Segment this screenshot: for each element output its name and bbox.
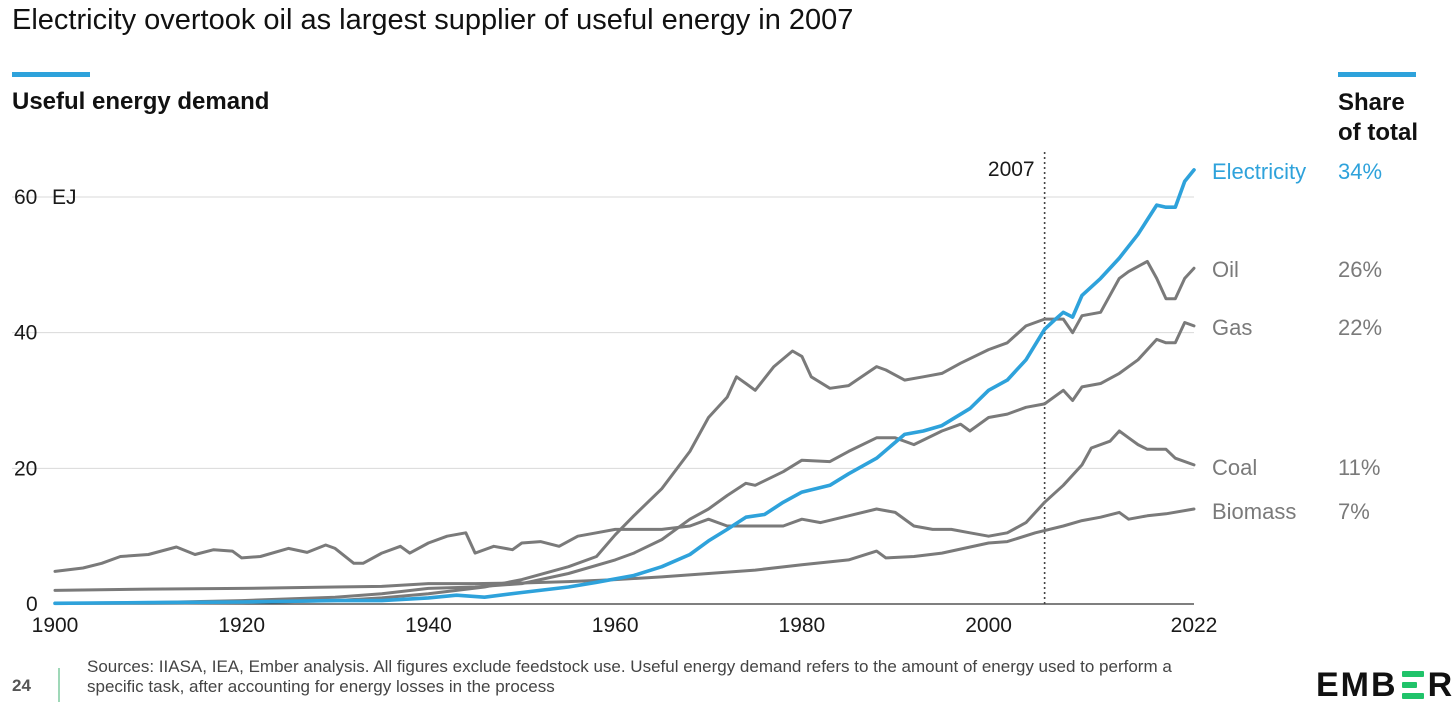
x-tick-label-2022: 2022	[1171, 614, 1218, 637]
series-label-oil: Oil	[1212, 257, 1239, 282]
x-tick-label-1900: 1900	[32, 614, 79, 637]
series-line-coal	[53, 429, 1196, 573]
ember-logo: EMB R	[1316, 667, 1454, 703]
share-column-title: Share of total	[1338, 88, 1418, 148]
series-share-electricity: 34%	[1338, 159, 1382, 184]
y-tick-label-20: 20	[14, 457, 37, 480]
y-tick-label-0: 0	[26, 593, 38, 616]
series-label-electricity: Electricity	[1212, 159, 1306, 184]
series-share-biomass: 7%	[1338, 499, 1370, 524]
y-unit-label: EJ	[52, 186, 77, 209]
x-tick-label-1980: 1980	[779, 614, 826, 637]
accent-bar-right	[1338, 72, 1416, 77]
series-label-gas: Gas	[1212, 315, 1252, 340]
logo-e-mark	[1401, 671, 1424, 699]
y-tick-label-60: 60	[14, 186, 37, 209]
accent-bar-left	[12, 72, 90, 77]
x-tick-label-1920: 1920	[218, 614, 265, 637]
series-line-oil	[53, 259, 1196, 605]
y-tick-label-40: 40	[14, 322, 37, 345]
series-share-gas: 22%	[1338, 315, 1382, 340]
series-share-oil: 26%	[1338, 257, 1382, 282]
footer-divider	[58, 668, 60, 702]
page-title: Electricity overtook oil as largest supp…	[12, 4, 854, 36]
series-line-electricity	[53, 168, 1196, 606]
annotation-label-2007: 2007	[988, 158, 1035, 181]
logo-text-right: R	[1427, 666, 1455, 704]
sources-note: Sources: IIASA, IEA, Ember analysis. All…	[87, 657, 1172, 696]
share-title-line1: Share	[1338, 89, 1405, 116]
page-number: 24	[12, 676, 31, 695]
chart-subtitle: Useful energy demand	[12, 88, 270, 115]
series-label-biomass: Biomass	[1212, 499, 1296, 524]
series-line-biomass	[53, 507, 1196, 592]
series-label-coal: Coal	[1212, 455, 1257, 480]
series-share-coal: 11%	[1338, 455, 1380, 480]
logo-text-left: EMB	[1316, 666, 1398, 704]
x-tick-label-1940: 1940	[405, 614, 452, 637]
share-title-line2: of total	[1338, 119, 1418, 146]
x-tick-label-2000: 2000	[965, 614, 1012, 637]
x-tick-label-1960: 1960	[592, 614, 639, 637]
